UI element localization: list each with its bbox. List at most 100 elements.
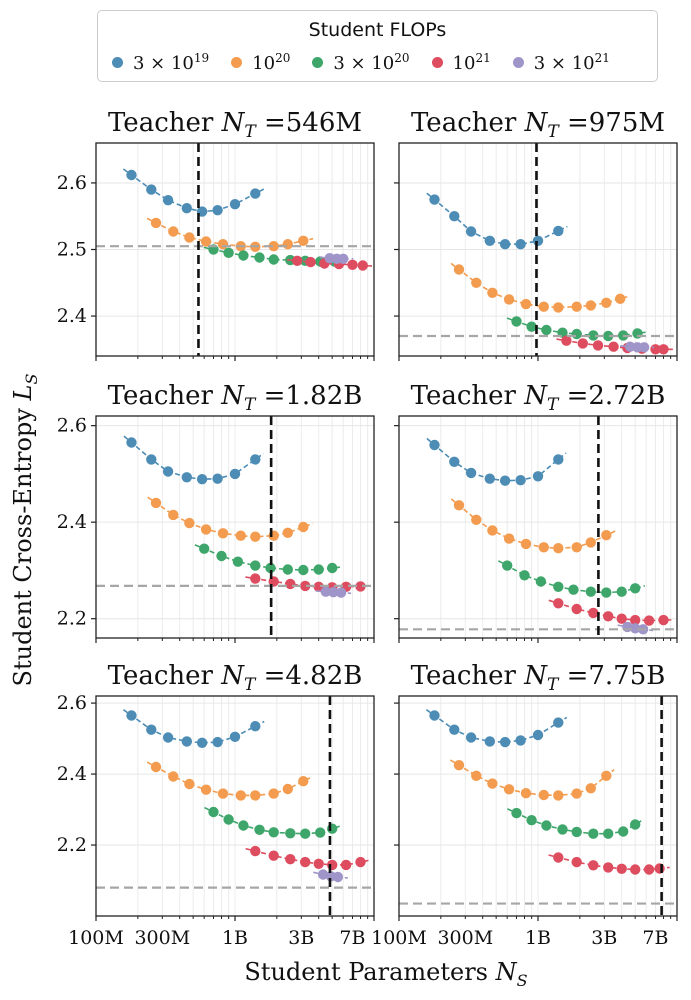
data-point [268,850,279,861]
legend-entry: 3 × 1020 [312,51,410,74]
data-point [200,236,212,247]
data-point [588,828,599,839]
data-point [532,235,544,246]
data-point [216,550,227,562]
data-point [503,533,515,544]
data-point [520,538,532,550]
data-point [327,562,338,574]
data-point [553,543,564,554]
data-point [553,598,564,609]
y-tick-label: 2.2 [57,834,87,856]
data-point [601,297,612,308]
title-value: =2.72B [558,381,665,411]
data-point [168,771,179,782]
data-point [250,721,261,732]
data-point [588,607,599,619]
x-tick-label: 100M [68,927,124,949]
data-point [630,623,641,634]
data-point [250,573,261,584]
x-tick-label: 7B [339,927,365,949]
data-point [298,235,309,246]
data-point [305,256,316,268]
data-point [250,845,261,857]
legend-entry: 1020 [231,51,290,74]
title-word: Teacher [411,381,525,411]
x-axis-subscript: S [517,971,528,990]
panel-title: Teacher NT =1.82B [108,381,363,415]
data-point [223,814,234,825]
data-point [327,859,338,871]
y-tick-label: 2.6 [57,692,87,714]
data-point [515,475,526,486]
data-point [453,760,465,771]
data-point [658,344,669,355]
data-point [292,255,303,266]
legend-label: 3 × 1020 [333,51,410,74]
series-fit-line [548,599,674,622]
title-word: Teacher [108,108,222,138]
data-point [429,439,440,451]
y-tick-label: 2.5 [57,239,87,261]
data-point [250,790,261,801]
data-point [313,564,324,575]
legend-title: Student FLOPs [308,19,447,41]
data-point [553,225,564,237]
data-point [200,524,212,535]
data-point [217,239,229,250]
data-point [199,543,210,554]
data-point [126,437,137,448]
data-point [541,324,552,336]
data-point [520,788,532,799]
title-subscript: T [547,675,560,695]
data-point [449,724,460,735]
data-point [643,864,655,875]
data-point [585,300,596,311]
title-word: Teacher [108,661,222,691]
y-axis-subscript: S [22,374,41,385]
panel: Teacher NT =975M [394,108,678,361]
data-point [300,856,311,868]
data-point [449,456,460,467]
y-tick-label: 2.6 [57,172,87,194]
panel: 100M 300M 1B 3B 7B Teacher NT =7.75B [371,661,678,949]
title-subscript: T [244,675,257,695]
data-point [453,264,465,275]
data-point [553,852,564,863]
data-point [571,542,582,553]
data-point [515,735,526,746]
data-point [553,717,564,728]
data-point [465,467,477,479]
data-point [616,586,627,597]
x-axis-label: Student Parameters NS [244,958,527,990]
data-point [484,235,495,246]
panel-title: Teacher NT =2.72B [411,381,666,415]
data-point [553,581,564,592]
data-point [285,828,296,839]
data-point [268,254,279,265]
data-point [338,253,349,264]
data-point [429,194,440,205]
data-point [608,341,619,352]
series-fit-line [122,168,265,213]
legend-marker [431,57,443,68]
title-symbol: N [220,661,245,691]
data-point [254,824,265,835]
data-point [553,302,564,313]
title-value: =1.82B [255,381,362,411]
data-point [268,788,279,799]
title-symbol: N [524,108,549,138]
series-group [96,143,374,356]
data-point [268,827,279,838]
legend-marker [112,57,123,68]
panel: Teacher NT =2.72B [394,381,678,643]
data-point [181,472,192,483]
data-point [212,736,223,748]
data-point [499,736,511,748]
data-point [638,342,650,353]
data-point [538,789,549,801]
series-group [96,696,374,916]
title-subscript: T [547,122,560,142]
data-point [471,770,482,781]
panel-title: Teacher NT =7.75B [411,661,666,695]
series-fit-line [556,338,674,351]
